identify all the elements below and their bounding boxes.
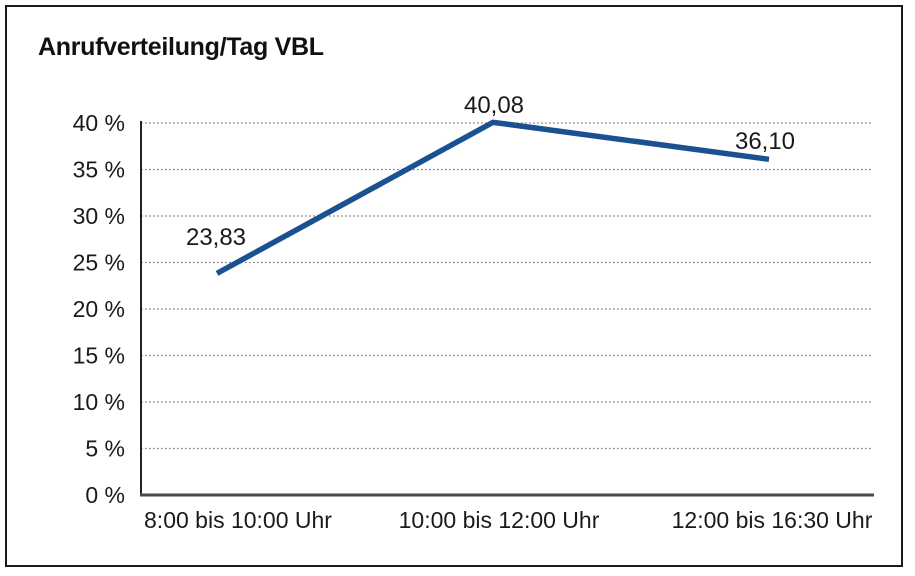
chart-frame bbox=[5, 5, 903, 567]
y-axis-tick-label: 20 % bbox=[73, 296, 125, 322]
x-axis-category-label: 8:00 bis 10:00 Uhr bbox=[144, 507, 332, 533]
data-point-label: 23,83 bbox=[186, 224, 246, 251]
y-axis-tick-label: 40 % bbox=[73, 110, 125, 136]
y-axis-tick-label: 15 % bbox=[73, 343, 125, 369]
data-point-label: 36,10 bbox=[735, 128, 795, 155]
y-axis-tick-label: 10 % bbox=[73, 389, 125, 415]
data-point-label: 40,08 bbox=[464, 92, 524, 119]
y-axis-tick-label: 25 % bbox=[73, 250, 125, 276]
y-axis-tick-label: 30 % bbox=[73, 203, 125, 229]
x-axis-category-label: 10:00 bis 12:00 Uhr bbox=[399, 507, 600, 533]
y-axis-tick-label: 0 % bbox=[85, 482, 125, 508]
y-axis-tick-label: 35 % bbox=[73, 157, 125, 183]
x-axis-category-label: 12:00 bis 16:30 Uhr bbox=[672, 507, 873, 533]
chart-title: Anrufverteilung/Tag VBL bbox=[38, 33, 324, 61]
y-axis-tick-label: 5 % bbox=[85, 436, 125, 462]
data-series-line bbox=[215, 119, 770, 276]
